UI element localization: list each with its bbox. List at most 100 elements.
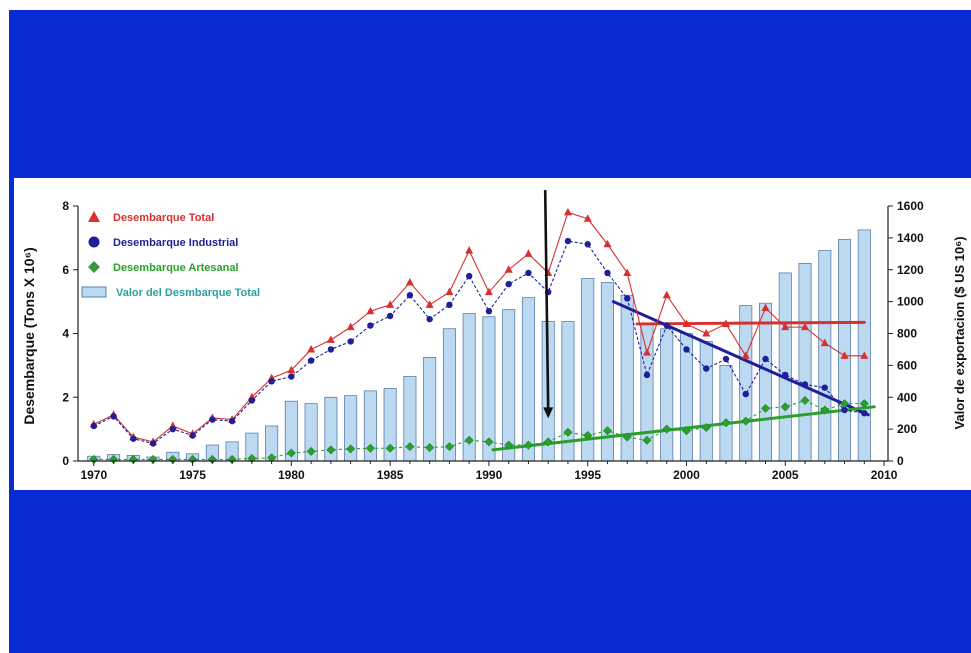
point-desembarque-industrial-1974 — [169, 425, 177, 433]
point-desembarque-artesanal-1982 — [326, 445, 336, 455]
point-desembarque-total-1981 — [307, 344, 316, 353]
point-desembarque-artesanal-1993 — [543, 437, 553, 447]
point-desembarque-industrial-1982 — [327, 346, 335, 353]
point-desembarque-total-1987 — [425, 300, 434, 308]
trend-line-1 — [635, 320, 866, 326]
point-desembarque-total-2008 — [840, 351, 849, 359]
point-desembarque-artesanal-1983 — [346, 444, 356, 454]
point-desembarque-total-2002 — [722, 319, 730, 327]
point-desembarque-industrial-1987 — [426, 315, 433, 323]
point-desembarque-total-1992 — [524, 249, 533, 257]
point-desembarque-total-1988 — [445, 287, 454, 296]
bar-1992 — [521, 297, 535, 462]
point-desembarque-industrial-1989 — [465, 272, 473, 280]
y-axis-label-right: Valor de exportacion ($ US 10⁶) — [952, 236, 967, 429]
series-line-desembarque-total — [93, 211, 865, 443]
chart: 1970 1975 1980 1985 1990 1995 2000 2005 20100246… — [21, 190, 967, 482]
point-desembarque-industrial-1975 — [189, 432, 196, 439]
legend-marker-desembarque-total — [88, 211, 100, 222]
legend-marker-valor-del-desmbarque-total — [81, 286, 107, 298]
point-desembarque-total-2003 — [741, 351, 750, 359]
x-tick-label-2010: 2010 — [871, 468, 898, 482]
point-desembarque-industrial-2009 — [861, 409, 868, 417]
point-desembarque-industrial-1983 — [347, 338, 354, 345]
point-desembarque-artesanal-2009 — [859, 399, 869, 409]
x-tick-label-2000: 2000 — [673, 468, 700, 482]
point-desembarque-industrial-1998 — [643, 371, 651, 379]
point-desembarque-artesanal-2004 — [760, 403, 771, 413]
point-desembarque-industrial-1986 — [406, 292, 414, 299]
point-desembarque-artesanal-2001 — [701, 422, 711, 433]
point-desembarque-total-1995 — [583, 214, 592, 222]
point-desembarque-industrial-1985 — [386, 312, 394, 320]
point-desembarque-artesanal-1997 — [622, 432, 632, 442]
point-desembarque-artesanal-1994 — [563, 427, 573, 437]
point-desembarque-industrial-2000 — [683, 346, 690, 353]
point-desembarque-industrial-1991 — [505, 280, 512, 288]
point-desembarque-total-1986 — [405, 278, 414, 286]
bar-2005 — [778, 272, 792, 462]
x-tick-label-1990: 1990 — [476, 468, 503, 482]
point-desembarque-industrial-1973 — [149, 440, 157, 447]
point-desembarque-artesanal-1986 — [405, 442, 415, 452]
bar-2007 — [818, 250, 832, 462]
point-desembarque-industrial-1999 — [663, 322, 670, 329]
point-desembarque-industrial-2001 — [703, 365, 710, 372]
legend-label-desembarque-total: Desembarque Total — [113, 212, 214, 224]
series-lines — [89, 207, 869, 464]
y-tick-label-left-0: 0 — [62, 454, 69, 468]
point-desembarque-industrial-1992 — [525, 269, 532, 277]
legend-label-desembarque-industrial: Desembarque Industrial — [113, 237, 238, 249]
series-line-desembarque-industrial — [93, 240, 865, 445]
legend-marker-desembarque-industrial — [88, 236, 100, 248]
trend-line-2 — [611, 300, 870, 417]
y-tick-label-right-200: 200 — [897, 422, 917, 436]
point-desembarque-artesanal-1999 — [662, 424, 672, 434]
series-line-desembarque-artesanal — [93, 399, 865, 460]
x-tick-label-1995: 1995 — [574, 468, 601, 482]
point-desembarque-total-2007 — [820, 338, 829, 347]
arrow-head — [543, 407, 554, 419]
point-desembarque-industrial-1994 — [564, 237, 572, 245]
point-desembarque-industrial-2003 — [742, 390, 749, 398]
point-desembarque-industrial-1984 — [367, 322, 374, 329]
point-desembarque-total-1998 — [642, 348, 651, 356]
point-desembarque-industrial-1972 — [130, 435, 137, 442]
point-desembarque-total-1980 — [287, 365, 296, 374]
point-desembarque-industrial-1970 — [90, 422, 98, 430]
point-desembarque-artesanal-1991 — [504, 440, 514, 450]
y-tick-label-left-2: 2 — [62, 390, 69, 404]
point-desembarque-industrial-1997 — [624, 295, 631, 302]
point-desembarque-total-1994 — [563, 207, 572, 216]
point-desembarque-industrial-1996 — [604, 269, 611, 277]
point-desembarque-artesanal-2003 — [741, 416, 751, 426]
point-desembarque-artesanal-2000 — [681, 426, 692, 436]
arrow-shaft — [543, 190, 550, 411]
point-desembarque-industrial-1981 — [307, 357, 315, 364]
x-tick-label-1980: 1980 — [278, 468, 305, 482]
point-desembarque-artesanal-1998 — [642, 435, 652, 445]
annotations — [543, 190, 554, 419]
y-tick-label-right-1600: 1600 — [897, 199, 924, 213]
bar-2009 — [857, 229, 871, 462]
point-desembarque-total-2004 — [761, 303, 770, 311]
point-desembarque-artesanal-2005 — [780, 402, 790, 412]
point-desembarque-industrial-1990 — [485, 307, 493, 315]
point-desembarque-artesanal-2007 — [820, 405, 830, 415]
point-desembarque-total-2001 — [702, 329, 711, 337]
point-desembarque-industrial-2007 — [821, 384, 828, 391]
point-desembarque-total-1985 — [386, 300, 395, 308]
point-desembarque-industrial-1978 — [248, 397, 256, 404]
point-desembarque-artesanal-2002 — [721, 418, 731, 428]
trend-lines — [491, 300, 876, 452]
point-desembarque-total-1997 — [623, 268, 632, 276]
point-desembarque-artesanal-1990 — [484, 437, 494, 447]
bar-2008 — [838, 239, 852, 462]
point-desembarque-industrial-2008 — [841, 406, 848, 414]
legend-label-desembarque-artesanal: Desembarque Artesanal — [113, 262, 239, 274]
y-tick-label-right-800: 800 — [897, 327, 917, 341]
point-desembarque-total-1996 — [603, 239, 612, 248]
point-desembarque-industrial-2002 — [722, 355, 730, 363]
point-desembarque-artesanal-1987 — [425, 443, 435, 453]
y-tick-label-right-600: 600 — [897, 358, 917, 372]
